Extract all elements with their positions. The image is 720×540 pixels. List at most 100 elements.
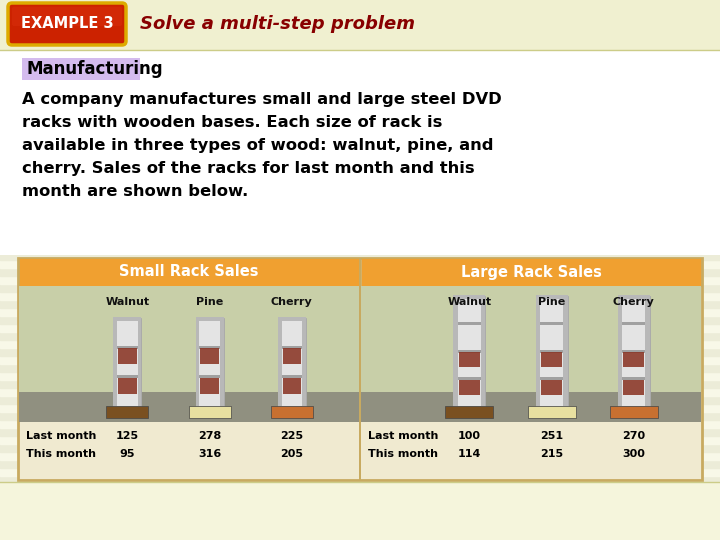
Bar bbox=[0, 116, 720, 124]
Bar bbox=[536, 296, 567, 406]
Text: This month: This month bbox=[26, 449, 96, 459]
Bar bbox=[0, 300, 720, 308]
Bar bbox=[0, 252, 720, 260]
Bar bbox=[623, 352, 644, 367]
Bar bbox=[459, 352, 480, 367]
Bar bbox=[199, 346, 220, 349]
Text: 270: 270 bbox=[622, 431, 645, 441]
Bar bbox=[0, 84, 720, 92]
Bar bbox=[0, 180, 720, 188]
Text: Walnut: Walnut bbox=[447, 297, 492, 307]
Bar bbox=[117, 375, 138, 378]
Bar bbox=[0, 524, 720, 532]
Bar bbox=[536, 295, 567, 299]
Bar bbox=[454, 296, 458, 406]
Bar bbox=[540, 349, 563, 353]
Bar bbox=[645, 296, 649, 406]
Text: 125: 125 bbox=[116, 431, 139, 441]
Bar bbox=[282, 375, 302, 378]
Text: 300: 300 bbox=[622, 449, 645, 459]
Text: Cherry: Cherry bbox=[613, 297, 654, 307]
Text: 114: 114 bbox=[458, 449, 481, 459]
Bar bbox=[0, 124, 720, 132]
Bar bbox=[0, 236, 720, 244]
FancyBboxPatch shape bbox=[8, 3, 126, 45]
Text: month are shown below.: month are shown below. bbox=[22, 184, 248, 199]
Bar bbox=[610, 406, 657, 418]
Bar bbox=[0, 380, 720, 388]
Bar bbox=[0, 244, 720, 252]
Bar bbox=[0, 292, 720, 300]
Bar bbox=[458, 349, 481, 353]
Bar bbox=[278, 317, 305, 321]
Bar bbox=[0, 500, 720, 508]
Text: Large Rack Sales: Large Rack Sales bbox=[461, 265, 601, 280]
Bar bbox=[0, 388, 720, 396]
Bar bbox=[0, 132, 720, 140]
Bar bbox=[0, 308, 720, 316]
Bar bbox=[0, 316, 720, 324]
Bar bbox=[118, 377, 137, 394]
Bar bbox=[282, 348, 301, 364]
Bar bbox=[18, 258, 702, 480]
Bar bbox=[446, 406, 493, 418]
Bar bbox=[0, 0, 720, 4]
Bar bbox=[0, 228, 720, 236]
Bar bbox=[282, 377, 301, 394]
Bar bbox=[118, 348, 137, 364]
Bar bbox=[0, 212, 720, 220]
Bar bbox=[0, 76, 720, 84]
Bar bbox=[454, 296, 485, 406]
Text: 205: 205 bbox=[280, 449, 303, 459]
Bar bbox=[0, 92, 720, 100]
Bar bbox=[19, 258, 359, 286]
Bar bbox=[361, 286, 701, 422]
Text: racks with wooden bases. Each size of rack is: racks with wooden bases. Each size of ra… bbox=[22, 115, 442, 130]
Bar bbox=[0, 268, 720, 276]
Bar bbox=[541, 352, 562, 367]
Bar bbox=[200, 348, 219, 364]
Bar bbox=[0, 100, 720, 108]
Bar bbox=[454, 295, 485, 299]
Bar bbox=[618, 295, 649, 299]
Text: Last month: Last month bbox=[368, 431, 438, 441]
Bar bbox=[0, 332, 720, 340]
Bar bbox=[0, 428, 720, 436]
Text: 215: 215 bbox=[540, 449, 563, 459]
Bar bbox=[0, 482, 720, 540]
Bar bbox=[0, 28, 720, 36]
Bar bbox=[0, 508, 720, 516]
Bar bbox=[361, 258, 701, 286]
Bar bbox=[0, 444, 720, 452]
Bar bbox=[0, 4, 720, 12]
Bar bbox=[0, 364, 720, 372]
Bar bbox=[0, 404, 720, 412]
Bar bbox=[22, 58, 140, 80]
Bar bbox=[0, 412, 720, 420]
Bar bbox=[359, 258, 361, 480]
Bar bbox=[0, 204, 720, 212]
Text: 251: 251 bbox=[540, 431, 563, 441]
Bar bbox=[107, 406, 148, 418]
Bar bbox=[0, 220, 720, 228]
Bar bbox=[622, 322, 645, 325]
Bar bbox=[0, 436, 720, 444]
Bar bbox=[622, 377, 645, 380]
Bar bbox=[0, 44, 720, 52]
Text: 316: 316 bbox=[198, 449, 221, 459]
Bar bbox=[0, 196, 720, 204]
Bar bbox=[0, 348, 720, 356]
Bar bbox=[0, 356, 720, 364]
Bar bbox=[0, 452, 720, 460]
Bar bbox=[0, 20, 720, 28]
Bar bbox=[196, 317, 223, 321]
Bar bbox=[0, 164, 720, 172]
Bar bbox=[618, 296, 622, 406]
Bar bbox=[0, 172, 720, 180]
Bar bbox=[0, 0, 720, 50]
Bar bbox=[0, 484, 720, 492]
Bar bbox=[282, 346, 302, 349]
Text: Walnut: Walnut bbox=[105, 297, 150, 307]
Bar bbox=[302, 318, 305, 406]
Text: Cherry: Cherry bbox=[271, 297, 312, 307]
